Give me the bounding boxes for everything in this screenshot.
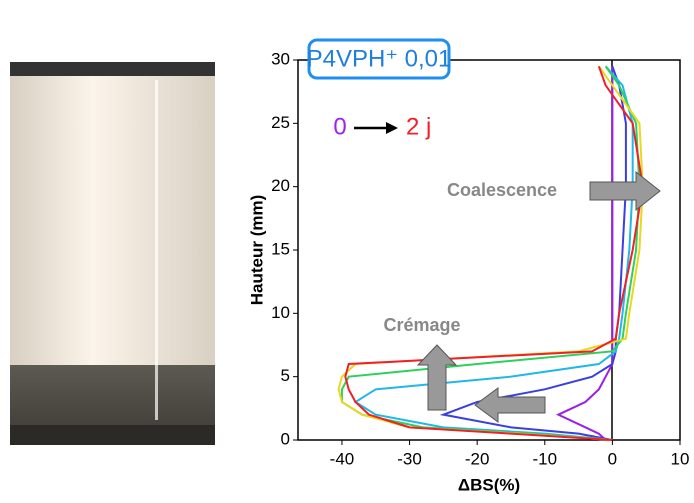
x-tick-label: 10: [671, 449, 690, 468]
curve: [344, 65, 644, 441]
annotation: Crémage: [383, 315, 460, 335]
x-tick-label: 0: [608, 449, 617, 468]
y-axis-label: Hauteur (mm): [247, 195, 266, 306]
vial-photo: [10, 62, 215, 445]
y-tick-label: 25: [271, 113, 290, 132]
x-tick-label: -20: [465, 449, 490, 468]
y-tick-label: 5: [281, 366, 290, 385]
vial-cap: [10, 62, 215, 76]
creaming-arrow: [416, 344, 458, 411]
y-tick-label: 20: [271, 176, 290, 195]
time-arrow-head: [386, 122, 398, 134]
y-tick-label: 0: [281, 429, 290, 448]
creaming-arrow: [474, 387, 546, 423]
x-tick-label: -40: [330, 449, 355, 468]
curve: [439, 65, 627, 441]
y-tick-label: 30: [271, 49, 290, 68]
curve: [555, 66, 614, 441]
y-tick-label: 15: [271, 239, 290, 258]
x-tick-label: -10: [532, 449, 557, 468]
chart-title: P4VPH⁺ 0,01: [307, 45, 452, 72]
time-end: 2 j: [406, 113, 431, 140]
curve: [353, 65, 634, 441]
time-start: 0: [333, 113, 346, 140]
curve: [337, 65, 644, 441]
coalescence-arrow: [589, 170, 661, 212]
x-axis-label: ΔBS(%): [458, 475, 520, 494]
vial-reflection: [155, 80, 158, 420]
x-tick-label: -30: [397, 449, 422, 468]
y-tick-label: 10: [271, 303, 290, 322]
curves: [337, 65, 644, 441]
title-box: [307, 38, 451, 80]
vial-base: [10, 425, 215, 445]
annotation: Coalescence: [447, 180, 557, 200]
